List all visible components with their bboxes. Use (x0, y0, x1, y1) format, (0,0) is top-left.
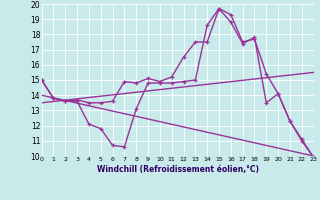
X-axis label: Windchill (Refroidissement éolien,°C): Windchill (Refroidissement éolien,°C) (97, 165, 259, 174)
